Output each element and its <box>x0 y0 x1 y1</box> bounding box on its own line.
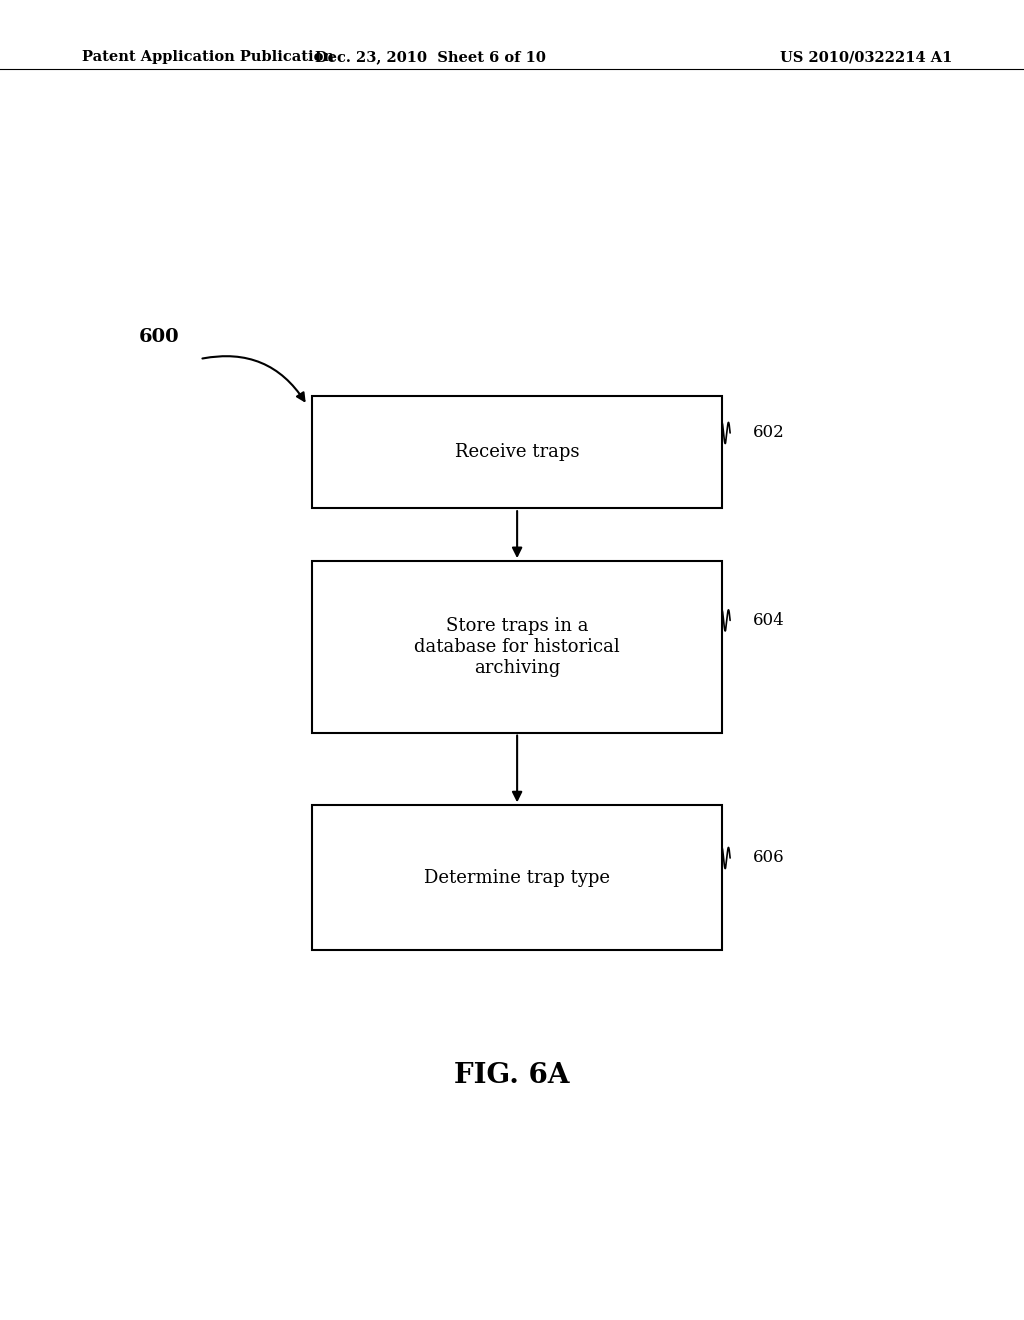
Text: Patent Application Publication: Patent Application Publication <box>82 50 334 65</box>
Text: US 2010/0322214 A1: US 2010/0322214 A1 <box>780 50 952 65</box>
Text: Receive traps: Receive traps <box>455 444 580 461</box>
Text: 604: 604 <box>753 612 784 628</box>
FancyBboxPatch shape <box>312 396 722 508</box>
Text: Dec. 23, 2010  Sheet 6 of 10: Dec. 23, 2010 Sheet 6 of 10 <box>314 50 546 65</box>
FancyBboxPatch shape <box>312 561 722 733</box>
Text: FIG. 6A: FIG. 6A <box>455 1063 569 1089</box>
Text: Store traps in a
database for historical
archiving: Store traps in a database for historical… <box>415 616 620 677</box>
FancyBboxPatch shape <box>312 805 722 950</box>
Text: 602: 602 <box>753 425 784 441</box>
Text: Determine trap type: Determine trap type <box>424 869 610 887</box>
Text: 606: 606 <box>753 850 784 866</box>
Text: 600: 600 <box>138 327 179 346</box>
